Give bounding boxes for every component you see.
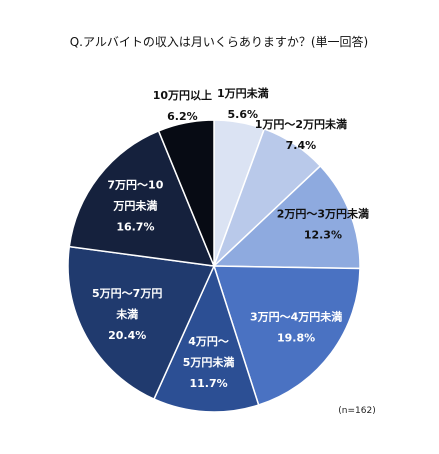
slice-label: 1万円未満 5.6% [217,86,269,121]
slice-label: 5万円～7万円未満 20.4% [92,287,162,342]
slice-category-label: 5万円未満 [183,355,235,369]
slice-category-label: 万円未満 [112,198,157,212]
slice-value-label: 11.7% [190,377,228,390]
slice-value-label: 5.6% [228,108,259,121]
slice-label: 10万円以上 6.2% [153,88,212,123]
slice-category-label: 1万円～2万円未満 [255,117,347,131]
slice-label: 3万円～4万円未満 19.8% [250,309,342,344]
sample-size-note: (n=162) [338,406,375,416]
slice-value-label: 16.7% [116,220,154,233]
slice-value-label: 6.2% [167,110,198,123]
slice-category-label: 3万円～4万円未満 [250,309,342,323]
chart-title: Q.アルバイトの収入は月いくらありますか？(単一回答) [70,34,369,49]
pie-slices [67,119,361,413]
slice-category-label: 4万円～ [188,335,229,348]
slice-category-label: 5万円～7万円 [92,287,162,300]
slice-category-label: 10万円以上 [153,88,212,102]
slice-label: 4万円～ 5万円未満 11.7% [183,335,235,390]
slice-value-label: 20.4% [108,329,146,342]
slice-category-label: 2万円～3万円未満 [277,206,369,220]
slice-label: 1万円～2万円未満 7.4% [255,117,347,152]
pie-labels: 1万円未満 5.6%1万円～2万円未満 7.4% 2万円～3万円未満 12.3% 3万円～… [92,86,369,390]
pie-slice [212,265,361,406]
slice-label: 2万円～3万円未満 12.3% [277,206,369,241]
pie-slice [212,164,361,270]
slice-value-label: 19.8% [277,331,315,344]
slice-category-label: 7万円～10 [107,178,163,191]
slice-label: 7万円～10 万円未満 16.7% [107,178,163,233]
pie-slice [68,129,216,267]
pie-slice [157,119,215,267]
slice-category-label: 1万円未満 [217,86,269,100]
pie-slice [152,263,260,413]
slice-value-label: 12.3% [304,228,342,241]
pie-slice [67,245,216,401]
slice-value-label: 7.4% [286,139,317,152]
slice-category-label: 未満 [115,307,138,321]
